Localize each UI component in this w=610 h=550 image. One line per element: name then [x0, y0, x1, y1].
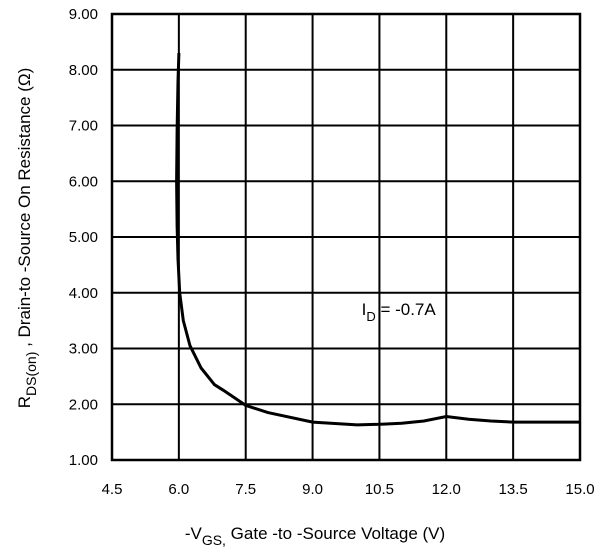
x-tick-label: 7.5 — [235, 481, 256, 498]
grid-lines — [112, 14, 580, 460]
x-tick-label: 9.0 — [302, 481, 323, 498]
x-tick-label: 10.5 — [365, 481, 394, 498]
x-tick-label: 15.0 — [565, 481, 594, 498]
x-axis-title: -VGS, Gate -to -Source Voltage (V) — [185, 524, 445, 548]
y-tick-labels: 1.00 2.00 3.00 4.00 5.00 6.00 7.00 8.00 9.00 — [69, 6, 98, 469]
x-tick-labels: 4.5 6.0 7.5 9.0 10.5 12.0 13.5 15.0 — [102, 481, 595, 498]
plot-frame — [110, 12, 582, 462]
x-tick-label: 13.5 — [499, 481, 528, 498]
y-tick-label: 8.00 — [69, 62, 98, 79]
y-axis-title: RDS(on) , Drain-to -Source On Resistance… — [15, 68, 39, 409]
y-tick-label: 3.00 — [69, 341, 98, 358]
y-tick-label: 6.00 — [69, 173, 98, 190]
x-tick-label: 12.0 — [432, 481, 461, 498]
y-tick-label: 9.00 — [69, 6, 98, 23]
annotation-label: ID = -0.7A — [362, 300, 437, 324]
y-tick-label: 5.00 — [69, 229, 98, 246]
y-tick-label: 2.00 — [69, 396, 98, 413]
x-tick-label: 4.5 — [102, 481, 123, 498]
y-tick-label: 7.00 — [69, 118, 98, 135]
y-tick-label: 4.00 — [69, 285, 98, 302]
series-line — [175, 52, 580, 427]
x-tick-label: 6.0 — [168, 481, 189, 498]
y-tick-label: 1.00 — [69, 452, 98, 469]
